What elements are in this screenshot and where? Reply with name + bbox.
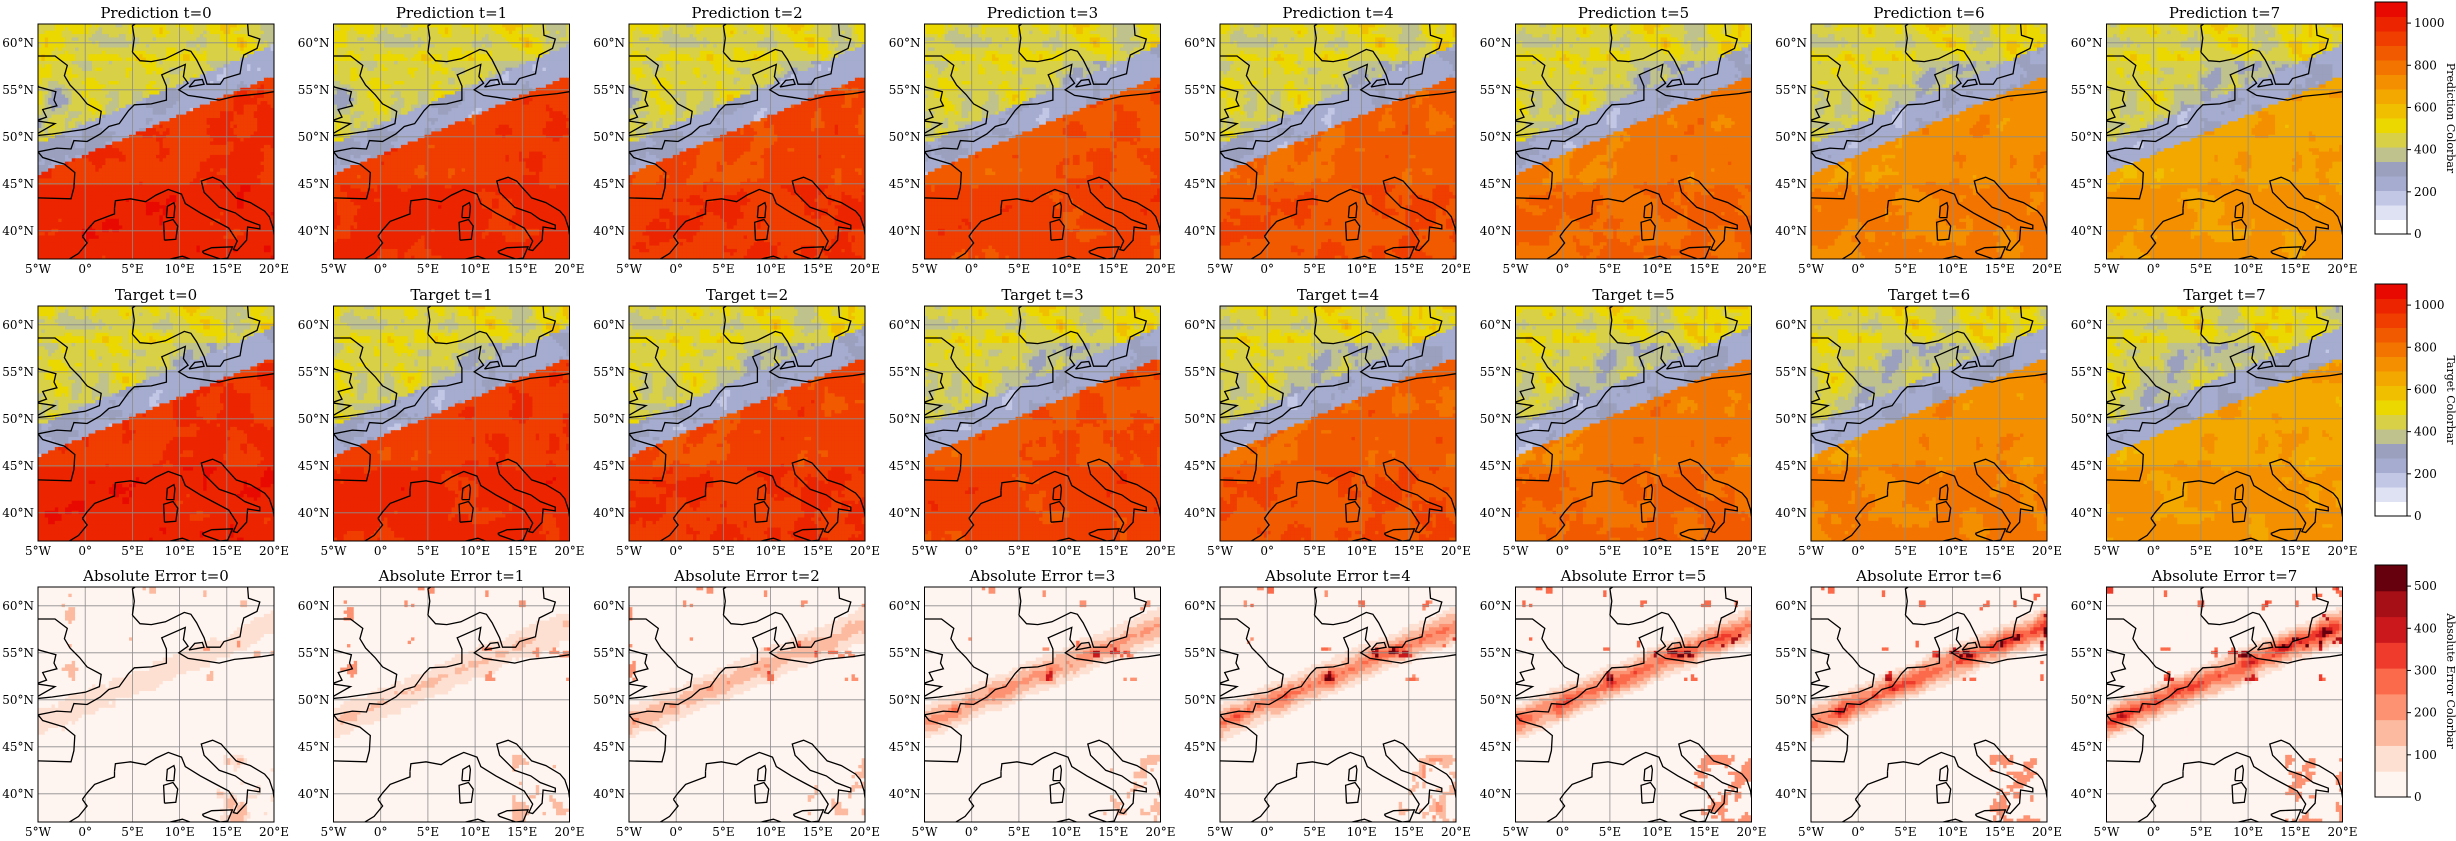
y-tick-label: 40°N <box>2 224 34 238</box>
x-tick-label: 10°E <box>165 262 195 276</box>
y-tick-label: 55°N <box>2 83 34 97</box>
x-tick-label: 5°E <box>121 262 143 276</box>
map-panel: Prediction t=0 5°W 0° 5°E 10°E 15°E 20°E 40°N 45… <box>2 4 289 277</box>
x-tick-label: 0° <box>78 262 92 276</box>
map-panel: Prediction t=15°W 0° 5°E 10°E 15°E 20°E40°N45… <box>298 4 585 277</box>
y-tick-label: 50°N <box>2 130 34 144</box>
y-tick-label: 60°N <box>2 36 34 50</box>
x-tick-label: 5°W <box>25 262 52 276</box>
y-tick-label: 45°N <box>2 177 34 191</box>
panel-title: Prediction t=0 <box>100 4 211 22</box>
x-tick-label: 20°E <box>259 262 289 276</box>
x-tick-label: 15°E <box>212 262 242 276</box>
